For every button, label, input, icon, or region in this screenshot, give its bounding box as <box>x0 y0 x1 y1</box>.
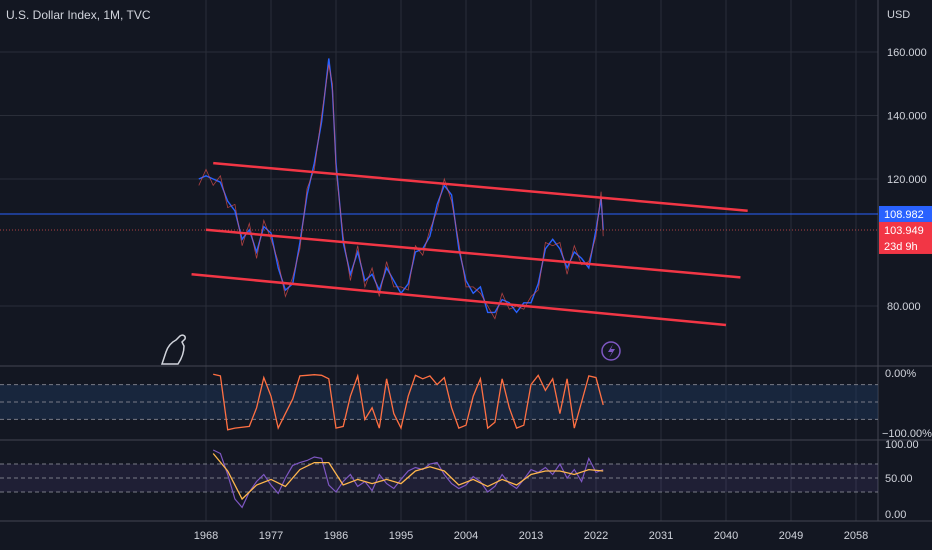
oscillator2-slow-line <box>212 453 604 501</box>
trend-channel-line <box>205 228 741 279</box>
x-tick-label: 2040 <box>714 530 738 542</box>
current-price-tag: 108.982 <box>884 209 924 221</box>
x-tick-label: 2049 <box>779 530 803 542</box>
chart-title: U.S. Dollar Index, 1M, TVC <box>6 8 151 22</box>
x-tick-label: 2058 <box>844 530 868 542</box>
countdown-tag: 23d 9h <box>884 241 918 253</box>
x-tick-label: 2022 <box>584 530 608 542</box>
lightning-icon-ring <box>601 341 621 361</box>
dinosaur-icon <box>160 334 186 365</box>
lightning-icon <box>608 344 615 358</box>
oscillator2-tick: 0.00 <box>885 509 906 521</box>
x-tick-label: 1977 <box>259 530 283 542</box>
oscillator1-tick: −100.00% <box>882 428 932 440</box>
oscillator2-band <box>0 464 878 492</box>
x-tick-label: 2031 <box>649 530 673 542</box>
oscillator2-tick: 100.00 <box>885 439 919 451</box>
x-tick-label: 1986 <box>324 530 348 542</box>
last-price-tag: 103.949 <box>884 225 924 237</box>
y-axis-unit: USD <box>887 9 910 21</box>
x-tick-label: 1968 <box>194 530 218 542</box>
last-price-tag-box <box>879 221 932 254</box>
oscillator1-line <box>213 373 604 431</box>
y-tick-label: 80.000 <box>887 301 921 313</box>
trend-channel-line <box>191 273 727 327</box>
oscillator1-tick: 0.00% <box>885 368 916 380</box>
y-tick-label: 160.000 <box>887 47 927 59</box>
y-tick-label: 120.000 <box>887 174 927 186</box>
x-tick-label: 2004 <box>454 530 478 542</box>
y-tick-label: 140.000 <box>887 111 927 123</box>
trend-channel-line <box>213 161 748 212</box>
price-series-wick <box>198 64 604 320</box>
x-tick-label: 1995 <box>389 530 413 542</box>
current-price-tag-box <box>879 205 932 222</box>
oscillator2-tick: 50.00 <box>885 473 913 485</box>
x-tick-label: 2013 <box>519 530 543 542</box>
oscillator1-band <box>0 384 878 420</box>
